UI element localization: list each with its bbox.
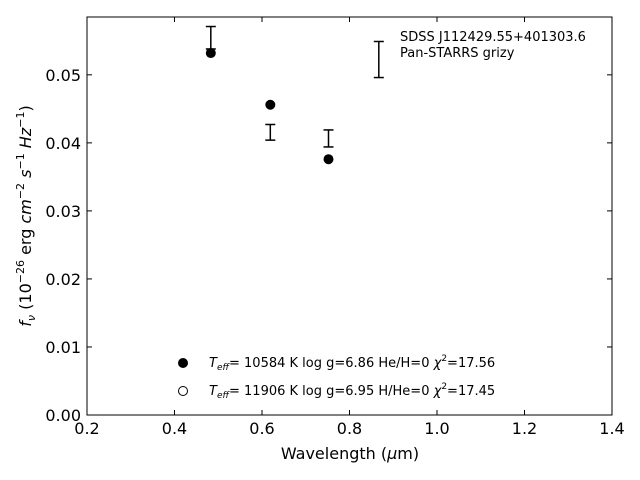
y-axis: 0.00 0.01 0.02 0.03 0.04 0.05 (45, 66, 612, 425)
x-tick-label: 1.0 (424, 419, 449, 438)
x-tick-label: 0.4 (162, 419, 187, 438)
x-tick-label: 1.4 (599, 419, 624, 438)
annotation-survey: Pan-STARRS grizy (400, 46, 515, 61)
legend: Teff= 10584 K log g=6.86 He/H=0 χ2=17.56… (178, 354, 495, 401)
y-tick-label: 0.01 (45, 338, 81, 357)
x-tick-label: 1.2 (512, 419, 537, 438)
annotation-object: SDSS J112429.55+401303.6 (400, 30, 586, 45)
y-tick-label: 0.03 (45, 202, 81, 221)
y-axis-label: fν (10−26 erg cm−2 s−1 Hz−1) (14, 105, 38, 326)
x-axis: 0.2 0.4 0.6 0.8 1.0 1.2 1.4 (74, 17, 625, 438)
x-tick-label: 0.2 (74, 419, 99, 438)
y-tick-label: 0.05 (45, 66, 81, 85)
model-point-filled (265, 99, 276, 110)
plot-area (86, 16, 613, 416)
y-tick-label: 0.00 (45, 406, 81, 425)
observed-errorbars (205, 25, 384, 148)
model-points (205, 48, 334, 165)
legend-marker-open (178, 386, 188, 396)
legend-entry-2: Teff= 11906 K log g=6.95 H/He=0 χ2=17.45 (209, 382, 495, 401)
model-point-filled (205, 48, 216, 59)
x-axis-label: Wavelength (μm) (281, 444, 419, 463)
legend-entry-1: Teff= 10584 K log g=6.86 He/H=0 χ2=17.56 (209, 354, 495, 373)
model-point-filled (323, 154, 334, 165)
y-tick-label: 0.02 (45, 270, 81, 289)
legend-marker-filled (178, 358, 188, 368)
y-tick-label: 0.04 (45, 134, 81, 153)
x-tick-label: 0.8 (337, 419, 362, 438)
x-tick-label: 0.6 (249, 419, 274, 438)
